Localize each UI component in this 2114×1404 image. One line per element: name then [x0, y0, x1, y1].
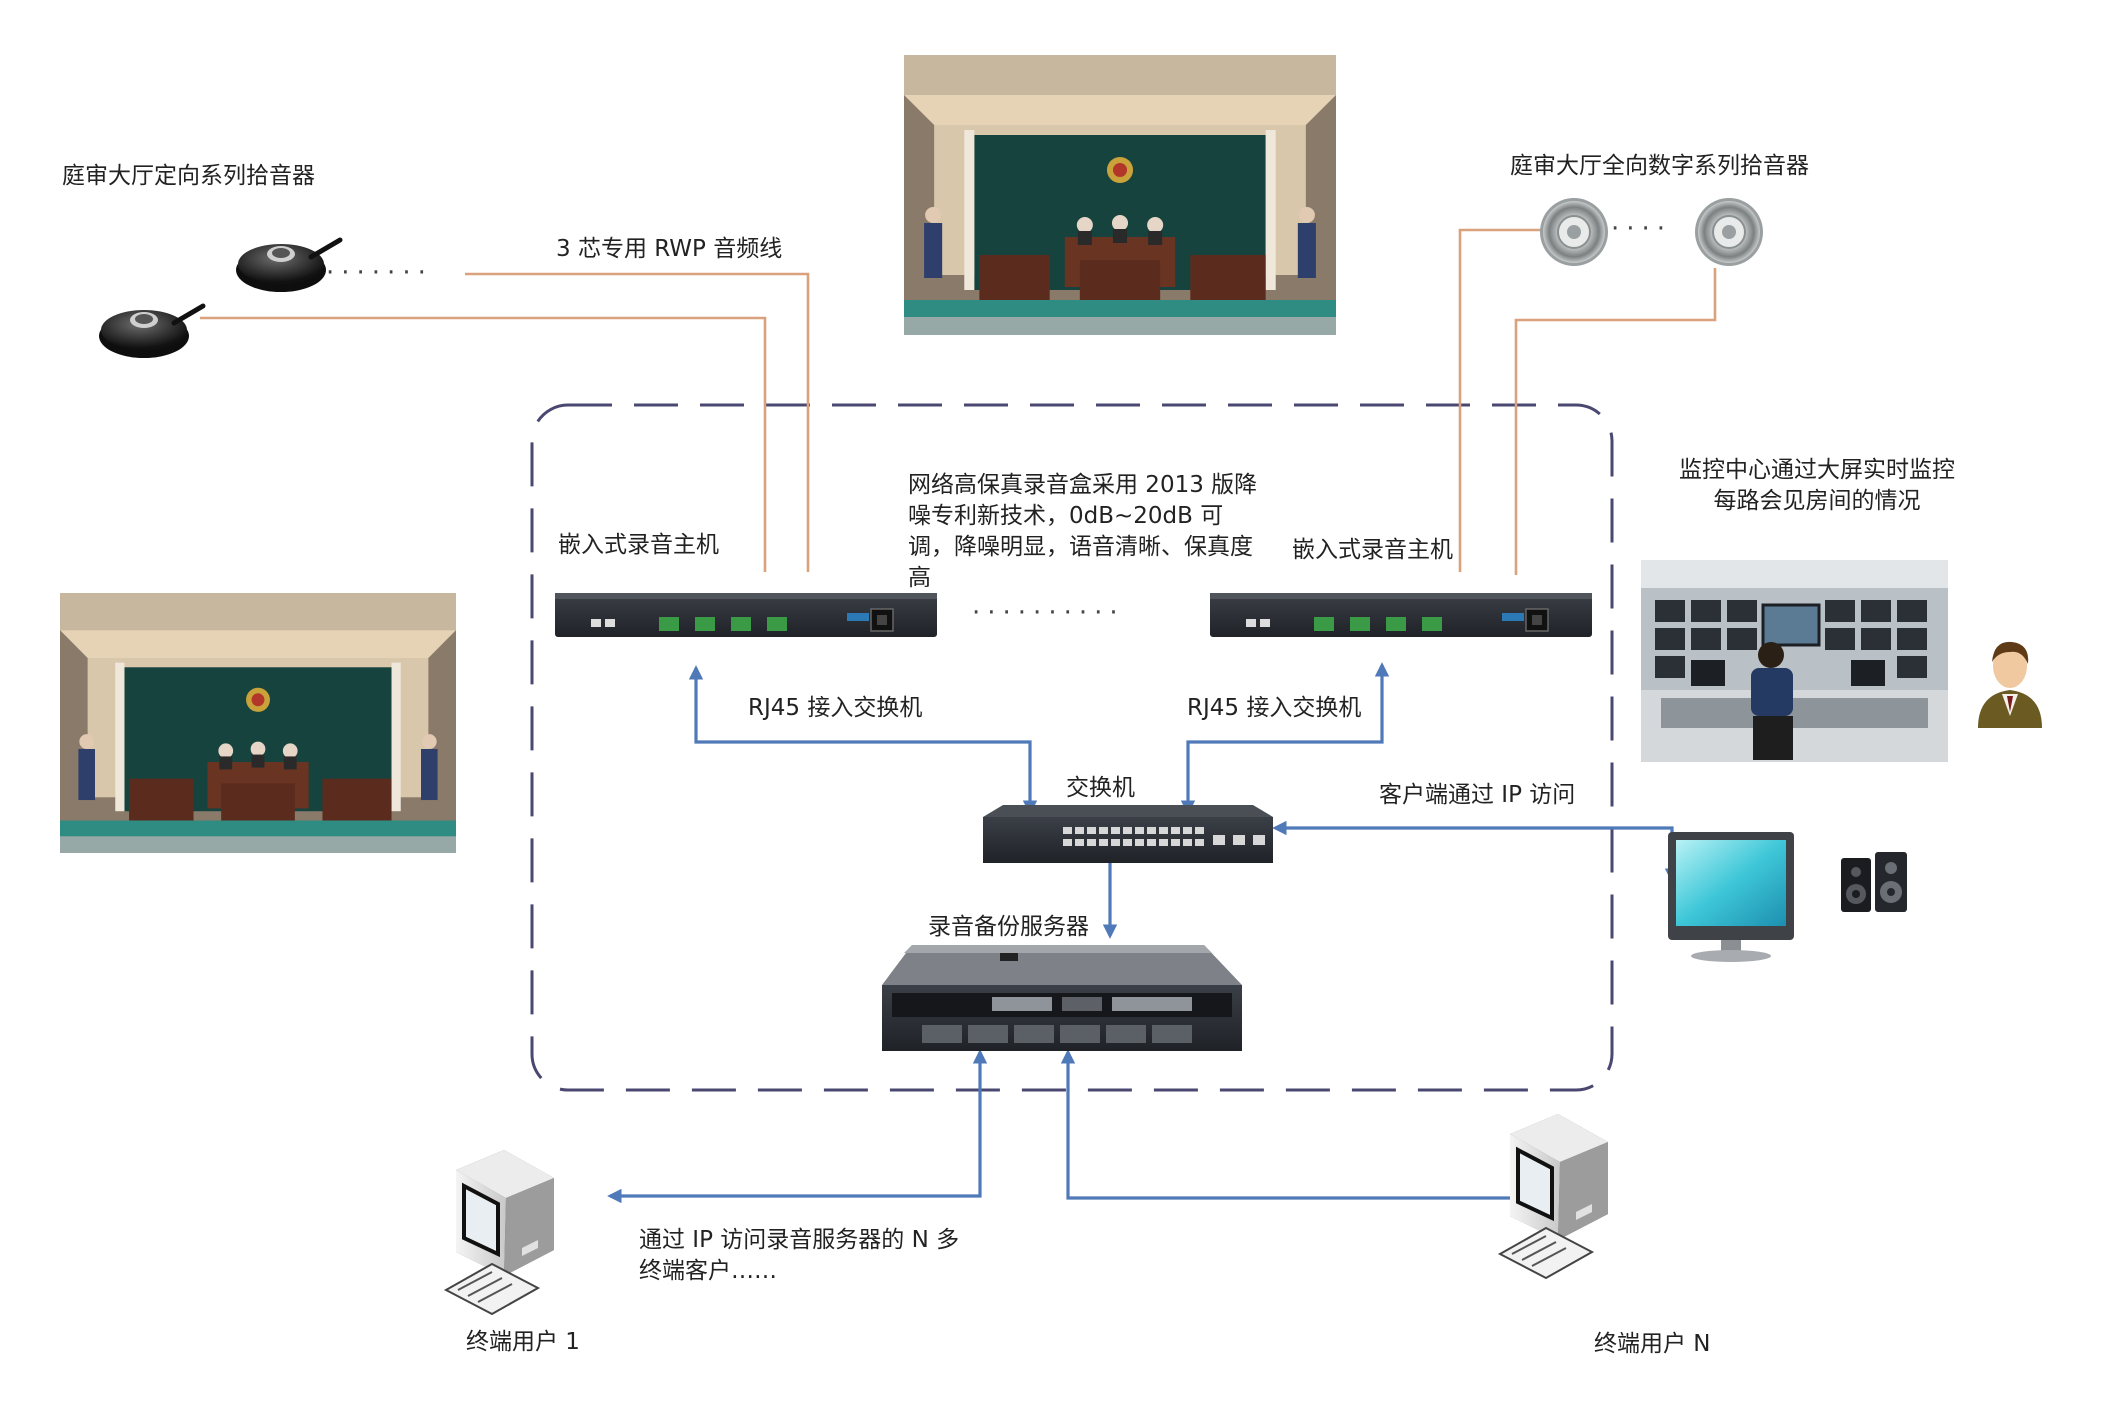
- recorder-right-label: 嵌入式录音主机: [1292, 537, 1453, 563]
- omni-microphone-icon: [1539, 197, 1609, 267]
- directional-microphone-icon: [236, 240, 340, 292]
- audio-recorder-icon: [1209, 592, 1593, 638]
- operator-avatar-icon: [1978, 641, 2042, 728]
- omni-mic-label: 庭审大厅全向数字系列拾音器: [1510, 153, 1809, 179]
- courtroom-photo: [60, 593, 456, 853]
- rwp-cable-label: 3 芯专用 RWP 音频线: [556, 236, 783, 262]
- recorder-description: 网络高保真录音盒采用 2013 版降噪专利新技术，0dB~20dB 可调，降噪明…: [908, 472, 1258, 591]
- omni-microphone-icon: [1694, 197, 1764, 267]
- speaker-icon: [1841, 852, 1907, 912]
- mic-ellipsis: ·······: [326, 258, 433, 288]
- client-ip-label: 客户端通过 IP 访问: [1379, 782, 1576, 808]
- rack-server-icon: [882, 945, 1242, 1051]
- user-1-label: 终端用户 1: [466, 1329, 580, 1355]
- backup-server-label: 录音备份服务器: [928, 914, 1089, 940]
- directional-mic-label: 庭审大厅定向系列拾音器: [62, 163, 315, 189]
- directional-microphone-icon: [99, 306, 203, 358]
- network-switch-icon: [983, 805, 1273, 863]
- rj45-right-label: RJ45 接入交换机: [1187, 695, 1362, 721]
- audio-recorder-icon: [554, 592, 938, 638]
- courtroom-photo: [904, 55, 1336, 335]
- monitoring-center-photo: [1641, 560, 1948, 762]
- recorder-ellipsis: ··········: [972, 598, 1125, 628]
- rj45-left-label: RJ45 接入交换机: [748, 695, 923, 721]
- switch-label: 交换机: [1066, 775, 1135, 801]
- audio-cables: [200, 228, 1717, 575]
- user-n-label: 终端用户 N: [1594, 1331, 1711, 1357]
- desktop-computer-icon: [444, 1148, 556, 1316]
- terminal-clients-label: 通过 IP 访问录音服务器的 N 多终端客户……: [639, 1227, 960, 1284]
- omni-mic-ellipsis: ····: [1611, 214, 1673, 244]
- network-links: [607, 662, 1680, 1206]
- lcd-monitor-icon: [1668, 832, 1794, 962]
- system-boundary: [530, 403, 1614, 1092]
- recorder-left-label: 嵌入式录音主机: [558, 532, 719, 558]
- monitoring-center-label: 监控中心通过大屏实时监控每路会见房间的情况: [1679, 457, 1955, 514]
- desktop-computer-icon: [1498, 1112, 1610, 1280]
